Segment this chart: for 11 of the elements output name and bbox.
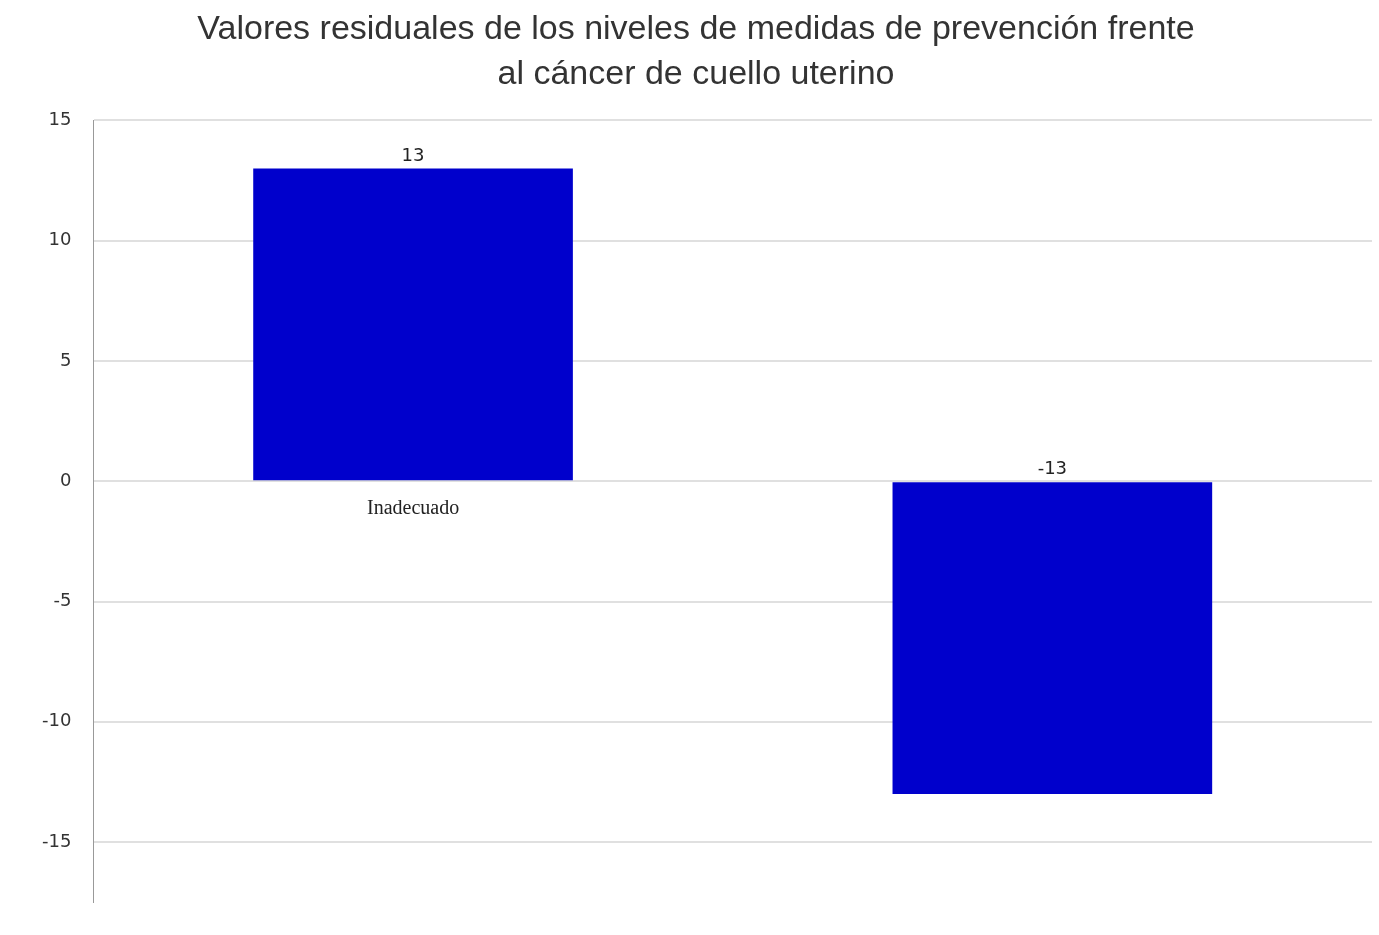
y-tick-label: -10	[41, 709, 72, 731]
y-tick-label: -5	[53, 589, 72, 611]
x-tick-label: Inadecuado	[366, 496, 460, 519]
y-tick-label: 5	[59, 348, 72, 370]
y-tick-label: 10	[48, 228, 72, 250]
data-label: -13	[1037, 456, 1068, 478]
y-tick-label: 15	[48, 108, 72, 130]
data-label: 13	[401, 144, 425, 166]
y-tick-label: 0	[59, 468, 72, 490]
chart-title: Valores residuales de los niveles de medidas de prevención frente al cáncer de cuello uterino	[197, 8, 1195, 91]
y-tick-label: -15	[41, 829, 72, 851]
